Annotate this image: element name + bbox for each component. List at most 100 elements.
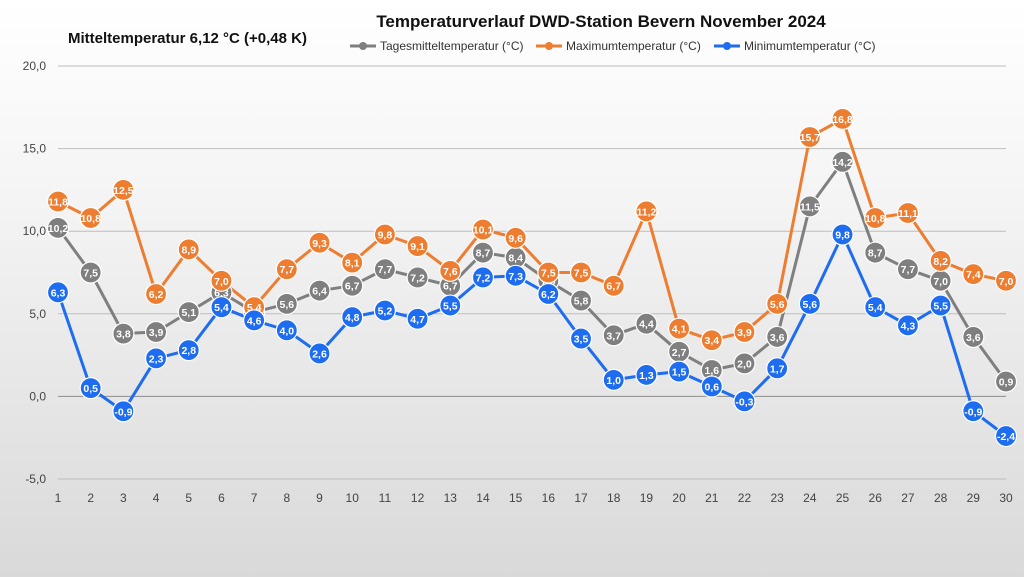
data-point-max[interactable] bbox=[864, 206, 887, 230]
data-label-min: -0,9 bbox=[964, 406, 982, 418]
data-point-max[interactable] bbox=[373, 223, 396, 246]
data-point-min[interactable] bbox=[406, 307, 429, 330]
data-label-mean: 8,7 bbox=[868, 248, 883, 260]
data-point-min[interactable] bbox=[439, 294, 462, 317]
data-point-max[interactable] bbox=[144, 282, 168, 306]
y-tick-label: 0,0 bbox=[29, 389, 46, 403]
data-point-max[interactable] bbox=[896, 201, 920, 225]
data-point-min[interactable] bbox=[537, 282, 560, 306]
data-point-mean[interactable] bbox=[798, 195, 821, 218]
data-point-min[interactable] bbox=[733, 390, 756, 413]
data-point-min[interactable] bbox=[635, 363, 658, 387]
data-point-mean[interactable] bbox=[46, 216, 70, 239]
data-point-mean[interactable] bbox=[962, 325, 985, 349]
data-point-min[interactable] bbox=[308, 342, 331, 365]
data-point-max[interactable] bbox=[308, 231, 331, 254]
data-point-max[interactable] bbox=[439, 259, 462, 282]
data-point-max[interactable] bbox=[79, 206, 102, 230]
data-point-min[interactable] bbox=[962, 400, 985, 423]
data-point-mean[interactable] bbox=[602, 324, 625, 347]
data-point-max[interactable] bbox=[635, 200, 658, 223]
data-point-mean[interactable] bbox=[373, 258, 396, 281]
data-point-mean[interactable] bbox=[766, 325, 789, 349]
data-point-min[interactable] bbox=[896, 314, 920, 337]
data-point-mean[interactable] bbox=[569, 289, 593, 312]
data-point-min[interactable] bbox=[831, 223, 854, 246]
data-point-max[interactable] bbox=[994, 269, 1018, 292]
data-point-mean[interactable] bbox=[406, 266, 429, 289]
data-point-mean[interactable] bbox=[275, 292, 298, 315]
data-point-mean[interactable] bbox=[994, 370, 1018, 393]
legend-marker-min bbox=[723, 42, 731, 50]
data-point-mean[interactable] bbox=[831, 150, 854, 173]
data-point-max[interactable] bbox=[929, 249, 952, 273]
data-point-max[interactable] bbox=[275, 258, 298, 281]
legend-item-min[interactable]: Minimumtemperatur (°C) bbox=[714, 39, 875, 53]
data-point-mean[interactable] bbox=[864, 241, 887, 264]
data-point-min[interactable] bbox=[602, 368, 625, 391]
data-label-mean: 3,9 bbox=[149, 327, 164, 339]
data-point-mean[interactable] bbox=[112, 322, 135, 345]
data-label-min: -0,3 bbox=[735, 396, 753, 408]
data-point-min[interactable] bbox=[112, 400, 135, 423]
data-point-mean[interactable] bbox=[341, 274, 364, 297]
data-point-max[interactable] bbox=[504, 226, 527, 249]
x-tick-label: 27 bbox=[901, 491, 915, 505]
data-point-mean[interactable] bbox=[896, 258, 920, 281]
data-point-max[interactable] bbox=[210, 269, 233, 292]
legend-item-mean[interactable]: Tagesmitteltemperatur (°C) bbox=[350, 39, 524, 53]
data-point-max[interactable] bbox=[733, 320, 756, 344]
data-point-mean[interactable] bbox=[144, 320, 168, 344]
data-point-max[interactable] bbox=[700, 329, 723, 352]
legend-item-max[interactable]: Maximumtemperatur (°C) bbox=[536, 39, 701, 53]
data-point-min[interactable] bbox=[700, 375, 723, 398]
data-point-min[interactable] bbox=[79, 377, 102, 400]
data-point-max[interactable] bbox=[112, 178, 135, 201]
data-point-min[interactable] bbox=[798, 292, 821, 315]
data-label-min: 1,7 bbox=[770, 363, 785, 375]
data-point-min[interactable] bbox=[994, 424, 1018, 448]
data-point-max[interactable] bbox=[46, 190, 70, 213]
data-point-min[interactable] bbox=[275, 319, 298, 342]
data-point-min[interactable] bbox=[471, 266, 495, 289]
data-label-min: 2,8 bbox=[181, 345, 196, 357]
chart-title: Temperaturverlauf DWD-Station Bevern Nov… bbox=[376, 12, 826, 31]
data-point-max[interactable] bbox=[602, 274, 625, 297]
data-point-mean[interactable] bbox=[177, 301, 200, 324]
data-point-max[interactable] bbox=[766, 292, 789, 315]
data-point-max[interactable] bbox=[406, 234, 429, 258]
data-point-min[interactable] bbox=[864, 296, 887, 319]
data-point-min[interactable] bbox=[341, 306, 364, 329]
data-point-min[interactable] bbox=[177, 339, 200, 362]
data-point-min[interactable] bbox=[373, 299, 396, 322]
data-point-max[interactable] bbox=[471, 218, 495, 241]
data-label-max: 9,6 bbox=[508, 233, 523, 245]
data-point-mean[interactable] bbox=[308, 279, 331, 302]
data-point-min[interactable] bbox=[668, 360, 691, 383]
legend-label-min: Minimumtemperatur (°C) bbox=[744, 39, 875, 53]
data-point-mean[interactable] bbox=[733, 352, 756, 375]
data-point-min[interactable] bbox=[569, 327, 593, 350]
data-point-max[interactable] bbox=[962, 263, 985, 286]
data-point-max[interactable] bbox=[668, 317, 691, 340]
data-point-min[interactable] bbox=[504, 264, 527, 287]
data-label-min: 0,5 bbox=[83, 383, 98, 395]
data-point-min[interactable] bbox=[243, 309, 266, 332]
data-point-min[interactable] bbox=[46, 281, 70, 304]
data-label-mean: 11,5 bbox=[800, 201, 820, 213]
data-point-max[interactable] bbox=[798, 125, 821, 149]
data-point-mean[interactable] bbox=[79, 261, 102, 284]
data-point-min[interactable] bbox=[929, 294, 952, 317]
data-point-max[interactable] bbox=[177, 238, 200, 261]
data-label-min: 2,3 bbox=[149, 353, 164, 365]
x-tick-label: 20 bbox=[672, 491, 686, 505]
data-point-max[interactable] bbox=[831, 107, 854, 130]
data-point-min[interactable] bbox=[766, 357, 789, 380]
x-tick-label: 17 bbox=[574, 491, 588, 505]
data-point-min[interactable] bbox=[210, 296, 233, 319]
data-point-mean[interactable] bbox=[471, 241, 495, 264]
data-point-max[interactable] bbox=[341, 251, 364, 274]
data-point-mean[interactable] bbox=[635, 312, 658, 335]
data-point-min[interactable] bbox=[144, 347, 168, 370]
data-point-max[interactable] bbox=[569, 261, 593, 284]
